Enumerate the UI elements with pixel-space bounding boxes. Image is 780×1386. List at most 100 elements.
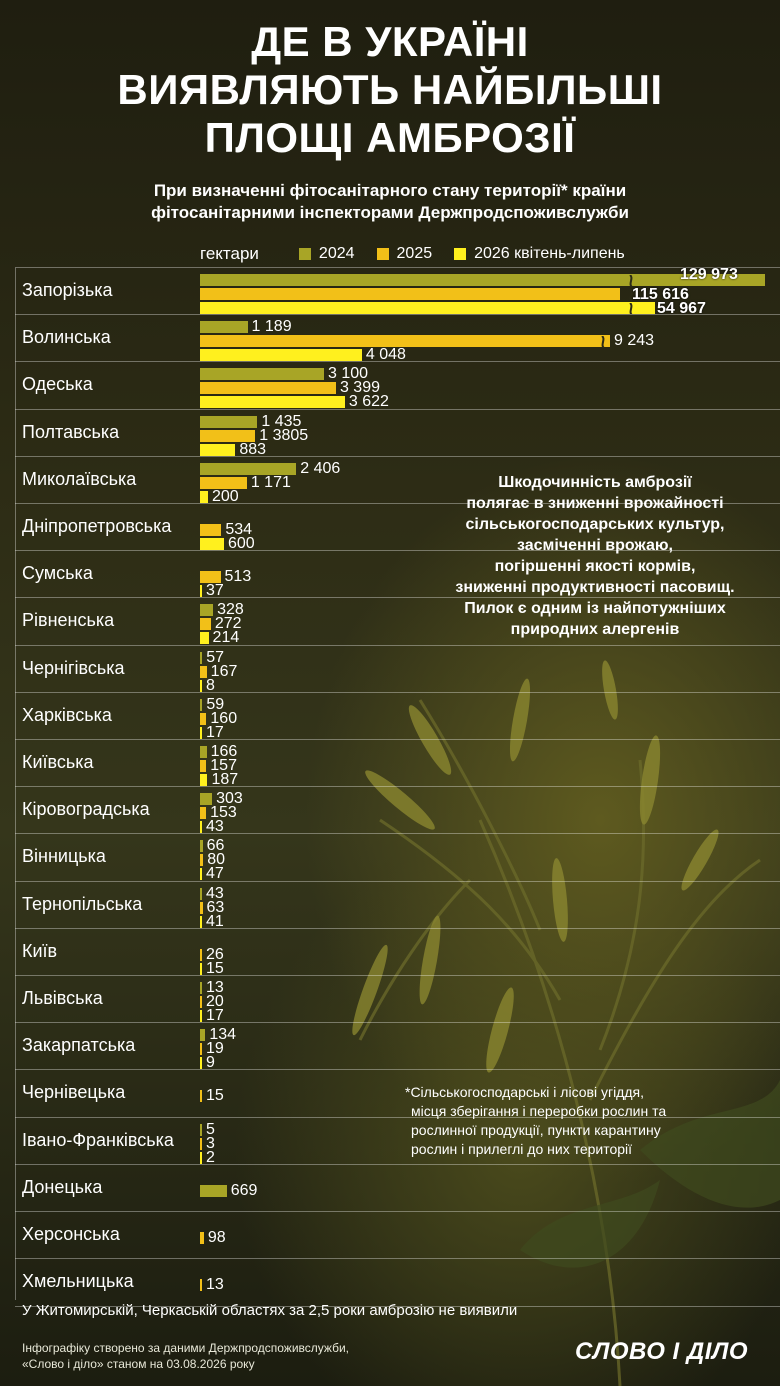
row-separator [15,691,780,693]
legend-label: 2025 [396,245,433,262]
bar-2025-5 [200,476,247,489]
data-label: 2 [206,1148,215,1166]
row-separator [15,1258,780,1260]
row-separator [15,880,780,882]
harm-note: Шкодочинність амброзії полягає в зниженн… [415,472,775,640]
row-separator [15,739,780,740]
bar-2026-9 [200,679,202,692]
region-label: Херсонська [22,1224,120,1244]
data-label: 8 [206,676,215,694]
legend-swatch-2025 [376,248,389,260]
bar-2026-11 [200,774,208,786]
bar-2026-19 [200,1151,202,1164]
bar-2025-10 [200,712,207,725]
region-label: Вінницька [22,846,106,867]
data-label: 15 [206,959,224,977]
bar-2026-6 [200,538,224,550]
note-line: сільськогосподарських культур, [465,516,725,533]
chart-frame [15,268,16,1300]
note-line: засміченні врожаю, [517,537,673,554]
data-label: 15 [206,1087,224,1105]
legend-label: 2026 квітень-липень [474,245,625,262]
bar-2025-15 [200,948,202,961]
note-line: зниженні продуктивності пасовищ. [455,579,735,596]
bar-2026-17 [200,1057,202,1070]
data-label: 80 [207,851,225,869]
bar-2026-16 [200,1010,202,1022]
row-separator [15,267,780,268]
region-label: Сумська [22,563,93,584]
data-label: 200 [212,487,239,505]
bar-2025-9 [200,665,207,678]
bar-2025-18 [200,1090,202,1103]
bar-2025-14 [200,901,203,914]
title-line: ДЕ В УКРАЇНІ [251,18,529,65]
region-label: Київ [22,940,58,961]
data-label: 43 [206,818,224,836]
row-separator [15,314,780,316]
logo-text: СЛОВО І ДІЛО [575,1338,749,1365]
data-label: 669 [230,1181,258,1199]
row-separator [15,975,780,976]
row-separator [15,503,780,504]
data-label: 129 973 [680,266,738,283]
bar-2025-2 [200,335,610,348]
data-label: 600 [228,535,255,552]
bar-2024-16 [200,982,202,994]
bar-2024-1 [200,274,765,286]
bar-2025-1 [200,288,620,300]
row-separator [15,927,780,929]
legend-swatch-2024 [298,248,311,260]
subtitle: При визначенні фітосанітарного стану тер… [0,180,780,224]
data-label: 187 [211,771,239,788]
region-label: Закарпатська [22,1035,136,1056]
footnote-line: рослинної продукції, пункти карантину [411,1122,661,1138]
bar-2024-11 [200,746,207,758]
bar-2025-11 [200,760,207,772]
data-label: 59 [206,695,225,713]
region-label: Хмельницька [22,1271,134,1292]
title-line: ВИЯВЛЯЮТЬ НАЙБІЛЬШІ [117,66,663,113]
row-separator [15,786,780,788]
bar-2024-17 [200,1029,206,1042]
bar-2026-5 [200,490,208,503]
data-label: 134 [209,1026,237,1044]
data-label: 37 [206,582,224,600]
region-label: Запорізька [22,280,113,300]
credit-line: «Слово і діло» станом на 03.08.2026 року [22,1357,255,1371]
data-label: 43 [206,884,224,902]
data-label: 19 [206,1040,224,1058]
data-label: 17 [206,723,224,741]
bar-2026-13 [200,868,202,881]
bar-2024-10 [200,698,203,711]
data-label: 272 [214,615,242,633]
legend-item-2026: 2026 квітень-липень [454,245,625,263]
region-label: Київська [22,752,94,772]
axis-break-mark [628,288,636,302]
bar-2024-5 [200,462,297,475]
brand-logo[interactable]: СЛОВО І ДІЛО [575,1334,765,1370]
footnote-line: місця зберігання і переробки рослин та [411,1103,667,1119]
row-separator [15,597,780,599]
footnote-line: *Сільськогосподарські і лісові угіддя, [405,1084,644,1100]
bar-2025-8 [200,618,211,631]
data-label: 98 [207,1229,226,1246]
data-label: 13 [206,979,224,996]
data-label: 513 [224,568,252,586]
axis-break-mark [628,274,636,288]
footnote-line: рослин і прилеглі до них території [411,1141,633,1157]
data-label: 17 [206,1007,224,1024]
data-label: 20 [206,993,224,1010]
data-label: 3 622 [348,393,389,411]
legend-label: 2024 [318,245,355,262]
subtitle-line: фітосанітарними інспекторами Держпродспо… [151,203,629,222]
data-label: 1 171 [250,473,291,491]
data-label: 3 [206,1134,215,1152]
note-line: Шкодочинність амброзії [498,474,692,491]
bar-2024-2 [200,321,248,334]
row-separator [15,644,780,646]
region-label: Донецька [22,1176,103,1197]
row-separator [15,1116,780,1118]
row-separator [15,1306,780,1308]
data-label: 303 [216,790,243,808]
